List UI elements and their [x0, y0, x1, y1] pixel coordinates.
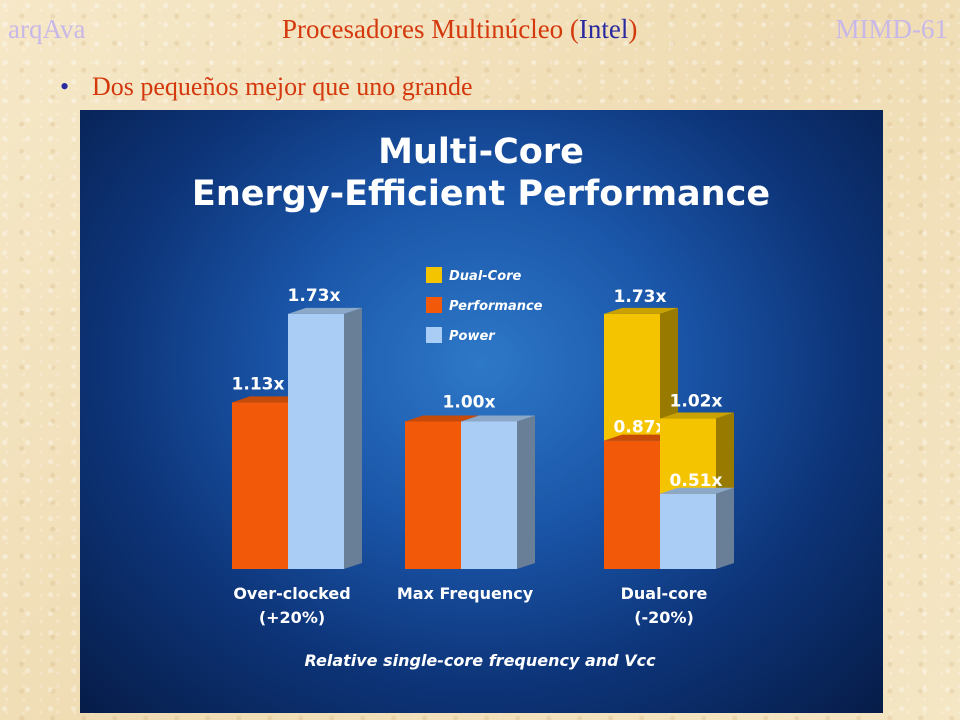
bar-g1-performance-top [405, 415, 479, 422]
slide-title-part2: ) [628, 14, 638, 44]
bar-g2-power-dualcore [660, 418, 716, 494]
bar-g1-performance [405, 421, 461, 569]
category-sublabel-2: (-20%) [634, 608, 694, 627]
bullet-icon: • [60, 72, 70, 101]
bar-g2-power-total-label: 1.02x [670, 392, 723, 412]
legend-label-2: Power [449, 329, 496, 344]
slide-title-part1: Procesadores Multinúcleo ( [282, 14, 579, 44]
bar-g0-power [288, 313, 344, 569]
course-code: arqAva [8, 14, 86, 44]
chart-title-line2: Energy-Efficient Performance [192, 174, 770, 214]
legend-swatch-1 [426, 297, 442, 313]
bar-g2-performance-total-label: 1.73x [614, 287, 667, 307]
bar-g1-power-top [461, 415, 535, 422]
slide-header: arqAva Procesadores Multinúcleo (Intel) … [0, 0, 960, 60]
bar-g2-power-value-label: 0.51x [670, 471, 723, 491]
chart-panel: Multi-Core Energy-Efficient Performance Du… [80, 110, 883, 713]
chart-title-line1: Multi-Core [378, 132, 584, 172]
bar-g1-power [461, 421, 517, 569]
bullet-point: • Dos pequeños mejor que uno grande [60, 72, 473, 102]
legend-label-1: Performance [449, 299, 543, 314]
bullet-text: Dos pequeños mejor que uno grande [92, 72, 473, 101]
bar-g1-power-side [517, 415, 535, 569]
bar-g2-performance-dualcore [604, 313, 660, 441]
bar-g0-performance [232, 402, 288, 569]
bar-g1-shared-label: 1.00x [443, 393, 496, 413]
category-sublabel-0: (+20%) [259, 608, 325, 627]
bar-g2-performance-value-label: 0.87x [614, 418, 667, 438]
bar-g2-power [660, 493, 716, 569]
category-label-0: Over-clocked [233, 584, 350, 603]
bar-g2-performance-dualcore-side [660, 307, 678, 441]
bar-g2-power-dualcore-top [660, 412, 734, 419]
bar-g0-performance-top [232, 396, 306, 403]
bar-g2-power-dualcore-side [716, 412, 734, 494]
bar-g2-performance [604, 440, 660, 569]
slide-number: MIMD-61 [835, 14, 949, 44]
bar-g0-power-value-label: 1.73x [288, 286, 341, 306]
slide-title: Procesadores Multinúcleo (Intel) [282, 14, 637, 45]
category-label-2: Dual-core [621, 584, 708, 603]
bar-g0-power-side [344, 307, 362, 569]
bar-g2-power-top [660, 487, 734, 494]
bar-g0-power-top [288, 307, 362, 314]
bar-g2-performance-dualcore-top [604, 307, 678, 314]
bar-g2-power-side [716, 487, 734, 569]
legend-swatch-0 [426, 267, 442, 283]
x-axis-label: Relative single-core frequency and Vcc [304, 651, 656, 670]
slide-title-brand: Intel [578, 14, 629, 44]
bar-g2-performance-top [604, 434, 678, 441]
bar-g0-performance-value-label: 1.13x [232, 374, 285, 394]
legend-swatch-2 [426, 327, 442, 343]
category-label-1: Max Frequency [397, 584, 534, 603]
legend-label-0: Dual-Core [449, 269, 522, 284]
